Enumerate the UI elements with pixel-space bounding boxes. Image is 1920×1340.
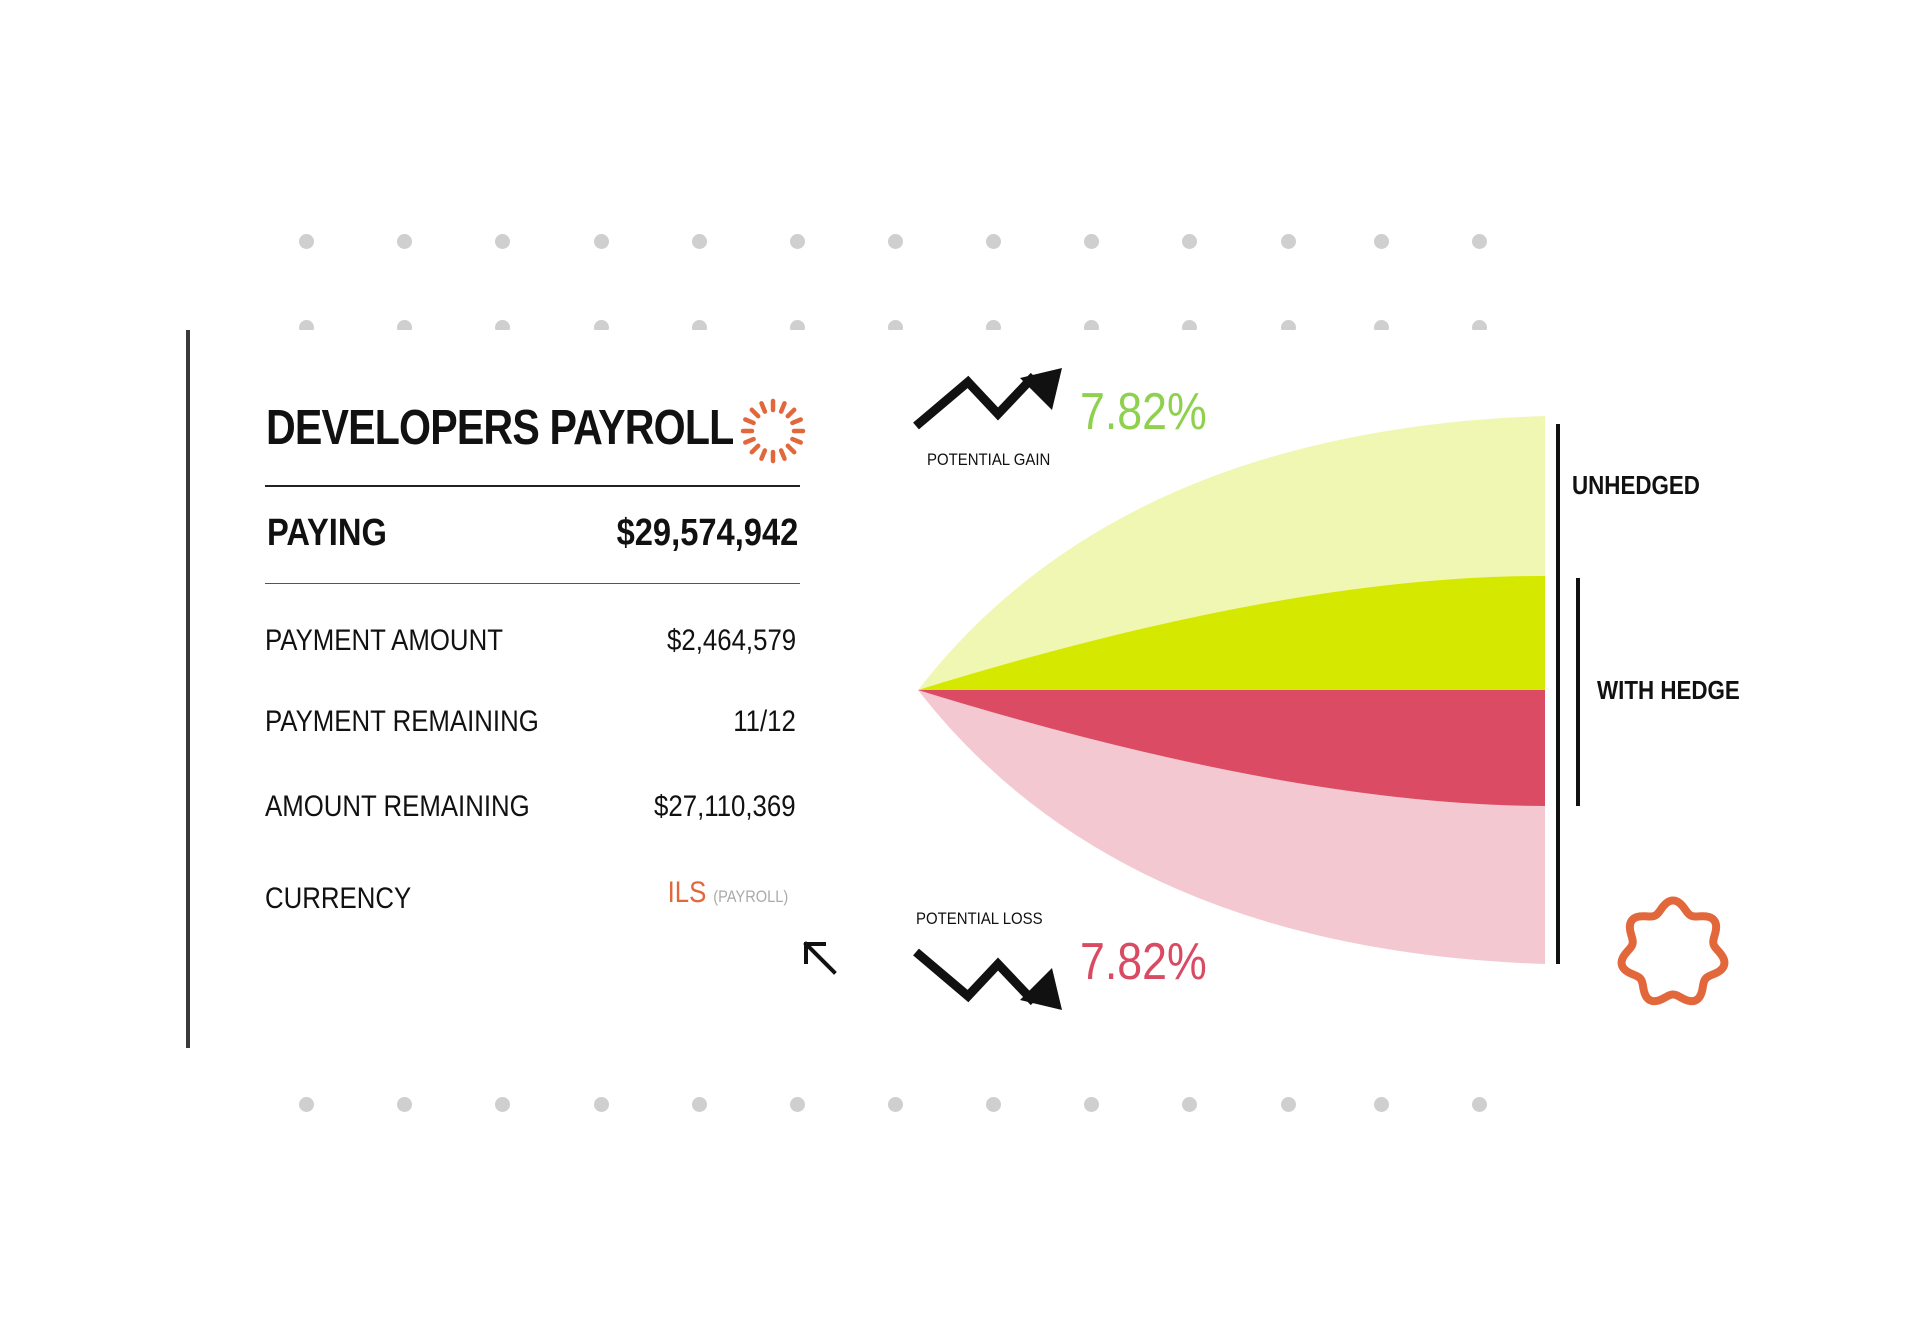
grid-dot: [692, 1097, 707, 1112]
grid-dot: [1374, 234, 1389, 249]
grid-dot: [986, 1097, 1001, 1112]
currency-label: CURRENCY: [265, 882, 412, 915]
grid-dot: [299, 234, 314, 249]
grid-dot: [1281, 234, 1296, 249]
currency-note: (PAYROLL): [712, 887, 788, 906]
amount-remaining-value: $27,110,369: [654, 790, 796, 823]
paying-divider: [265, 583, 800, 584]
wavy-circle-icon: [1617, 896, 1729, 1006]
paying-value: $29,574,942: [616, 512, 798, 554]
grid-dot: [1182, 1097, 1197, 1112]
grid-dot: [1472, 234, 1487, 249]
grid-dot: [1281, 1097, 1296, 1112]
arrow-up-left-icon[interactable]: [800, 938, 840, 978]
dashed-ring-icon: [740, 398, 806, 464]
hedged-gain-area: [918, 575, 1545, 690]
payment-amount-label: PAYMENT AMOUNT: [265, 624, 503, 657]
loss-label: POTENTIAL LOSS: [916, 909, 1043, 928]
grid-dot: [790, 234, 805, 249]
unhedged-label: UNHEDGED: [1572, 470, 1700, 500]
grid-dot: [397, 1097, 412, 1112]
payment-amount-value: $2,464,579: [666, 624, 796, 657]
payment-remaining-label: PAYMENT REMAINING: [265, 705, 539, 738]
hedged-label: WITH HEDGE: [1597, 675, 1740, 705]
grid-dot: [986, 234, 1001, 249]
title-divider: [265, 485, 800, 487]
grid-dot: [1084, 234, 1099, 249]
grid-dot: [888, 234, 903, 249]
grid-dot: [888, 1097, 903, 1112]
grid-dot: [1374, 1097, 1389, 1112]
hedged-bracket: [1576, 578, 1580, 806]
paying-label: PAYING: [267, 512, 387, 554]
grid-dot: [1084, 1097, 1099, 1112]
hedged-loss-area: [918, 690, 1545, 806]
grid-dot: [692, 234, 707, 249]
zigzag-up-arrow-icon: [913, 368, 1062, 430]
grid-dot: [594, 1097, 609, 1112]
gain-value: 7.82%: [1080, 383, 1207, 441]
grid-dot: [299, 1097, 314, 1112]
grid-dot: [1182, 234, 1197, 249]
grid-dot: [790, 1097, 805, 1112]
gain-label: POTENTIAL GAIN: [927, 450, 1051, 469]
currency-code: ILS: [667, 876, 707, 909]
grid-dot: [397, 234, 412, 249]
amount-remaining-label: AMOUNT REMAINING: [265, 790, 530, 823]
currency-value: ILS (PAYROLL): [667, 876, 788, 910]
grid-dot: [495, 1097, 510, 1112]
grid-dot: [594, 234, 609, 249]
left-divider: [186, 330, 190, 1048]
loss-value: 7.82%: [1080, 933, 1207, 991]
grid-dot: [1472, 1097, 1487, 1112]
payment-remaining-value: 11/12: [733, 705, 796, 738]
card-title: DEVELOPERS PAYROLL: [266, 401, 734, 455]
zigzag-down-arrow-icon: [913, 948, 1062, 1010]
grid-dot: [495, 234, 510, 249]
unhedged-bracket: [1556, 424, 1560, 964]
